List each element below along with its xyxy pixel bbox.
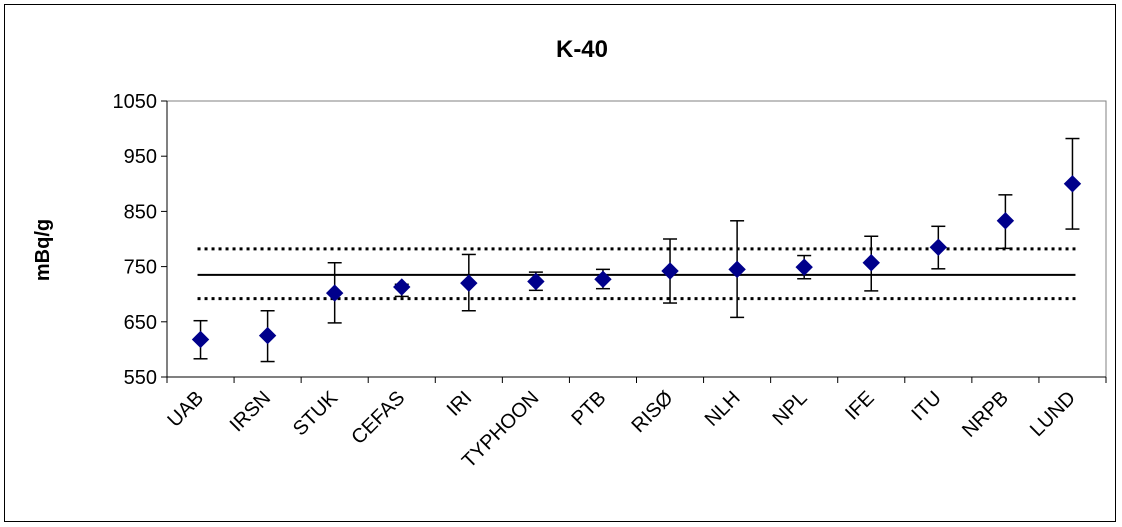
data-point [1063,175,1082,193]
y-tick-label: 550 [124,367,157,389]
x-tick-label: PTB [567,387,610,430]
data-point [527,272,545,291]
data-point [929,238,948,256]
x-tick-label: NLH [701,387,745,431]
data-point [862,254,880,272]
data-point [393,278,411,296]
data-point [594,270,612,289]
x-tick-label: UAB [163,387,208,432]
x-tick-label: IFE [841,387,879,425]
x-tick-label: STUK [289,387,343,441]
x-tick-label: ITU [908,387,946,425]
x-tick-label: RISØ [627,387,677,437]
chart-frame: K-40 mBq/g 550 650 750 850 950 1050 UAB IRSN STU… [4,4,1116,522]
data-point [325,284,344,302]
x-tick-label: IRI [443,387,477,421]
y-tick-label: 750 [124,257,157,279]
chart-title: K-40 [556,36,608,63]
chart: K-40 mBq/g 550 650 750 850 950 1050 UAB IRSN STU… [32,36,1107,472]
data-point [996,212,1015,230]
data-point [661,262,679,280]
data-point [191,330,210,349]
data-point [460,274,478,292]
y-axis-label: mBq/g [32,219,54,281]
x-tick-label: NRPB [958,387,1013,442]
x-tick-label: LUND [1026,387,1080,441]
data-point [795,258,813,276]
x-tick-label: IRSN [226,387,275,436]
plot-border [166,100,1107,378]
y-tick-label: 650 [124,312,157,334]
y-tick-label: 950 [124,146,157,168]
y-tick-label: 850 [124,201,157,223]
x-tick-label: CEFAS [347,387,409,449]
x-tick-label: NPL [769,387,812,430]
data-point [728,260,746,279]
y-tick-label: 1050 [113,91,158,113]
data-point [258,326,277,345]
